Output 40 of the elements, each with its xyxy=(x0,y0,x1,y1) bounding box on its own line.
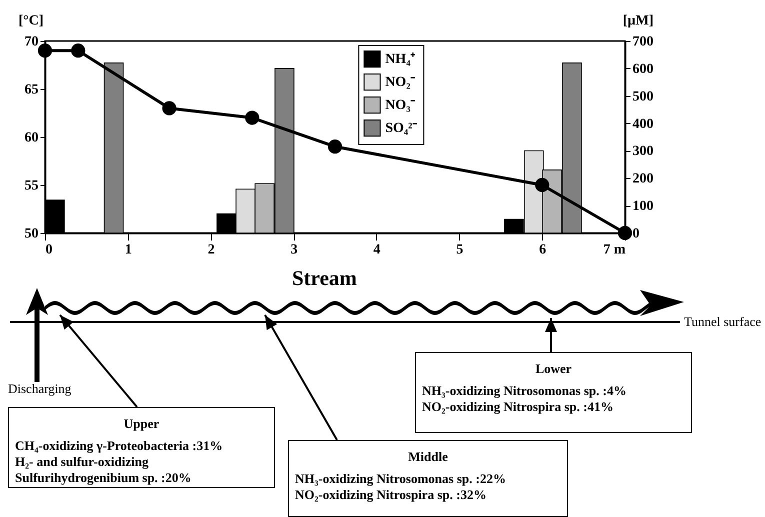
text-box: Lower NH₃-oxidizing Nitrosomonas sp. :4% NO₂-oxidizing Nitrospira sp. :41% xyxy=(415,352,692,433)
point xyxy=(38,44,52,58)
point xyxy=(162,101,176,116)
y2-tick-label: 600 xyxy=(632,62,654,77)
text: Discharging xyxy=(8,381,72,397)
text-box: Middle NH₃-oxidizing Nitrosomonas sp. :22% NO₂-oxidizing Nitrospira sp. :32% xyxy=(288,440,568,517)
y-tick-label: 60 xyxy=(24,130,38,146)
x-tick-label: 3 xyxy=(290,242,298,258)
y2-tick-label: 500 xyxy=(632,89,654,104)
legend-label: NO₂⁻ xyxy=(385,75,416,90)
y-tick-label: 70 xyxy=(24,34,38,50)
legend-label: NO₃⁻ xyxy=(385,98,416,113)
point xyxy=(245,110,260,125)
y2-tick-label: 400 xyxy=(632,116,654,132)
text: Stream xyxy=(292,266,357,291)
x-tick-label: 4 xyxy=(373,242,380,258)
x-tick-label: 0 xyxy=(46,242,52,258)
y2-tick-label: 0 xyxy=(632,226,640,242)
legend-label: SO₄²⁻ xyxy=(385,121,418,136)
x-tick-label: 6 xyxy=(539,242,546,258)
x-tick-label: 5 xyxy=(456,242,464,258)
text-box: Upper CH₄-oxidizing γ-Proteobacteria :31% H₂- and sulfur-oxidizing Sulfurihydrogenibium sp. :20% xyxy=(8,407,275,488)
x-tick-label: 2 xyxy=(208,242,215,258)
legend-label: NH₄⁺ xyxy=(385,52,416,67)
y2-axis-title: [µM] xyxy=(622,14,654,28)
y2-tick-label: 700 xyxy=(632,34,654,50)
x-tick-label: 1 xyxy=(124,242,132,258)
point xyxy=(618,226,632,240)
point xyxy=(328,140,342,154)
point xyxy=(535,178,550,192)
point xyxy=(71,44,86,58)
y2-tick-label: 100 xyxy=(632,199,654,214)
y2-tick-label: 200 xyxy=(632,172,654,187)
y-tick-label: 65 xyxy=(24,82,38,98)
y-tick-label: 50 xyxy=(24,226,38,242)
y2-tick-label: 300 xyxy=(632,144,654,160)
y-axis-title: [°C] xyxy=(18,14,44,28)
y-tick-label: 55 xyxy=(24,178,38,194)
text: Tunnel surface xyxy=(684,314,762,330)
x-tick-label: 7 m xyxy=(603,242,626,258)
